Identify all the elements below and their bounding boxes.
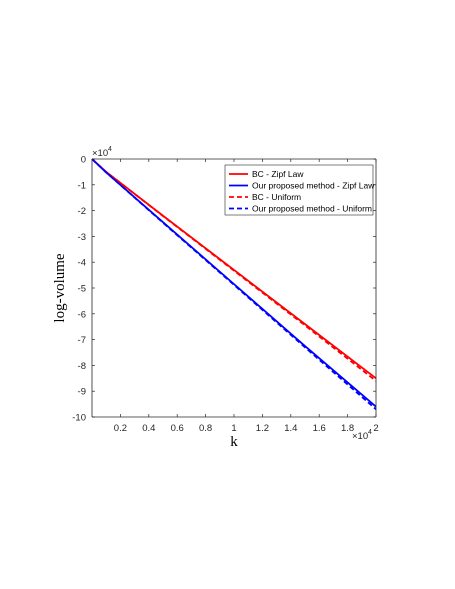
- x-exponent: ×10 4: [352, 429, 372, 442]
- x-tick-label: 0.8: [199, 423, 212, 434]
- y-tick-label: -1: [78, 180, 86, 191]
- y-ticks: 0 -1 -2 -3 -4 -5 -6 -7 -8 -9 -10: [72, 155, 376, 424]
- y-tick-label: 0: [81, 155, 86, 166]
- x-tick-label: 0.4: [142, 423, 155, 434]
- legend: BC - Zipf Law Our proposed method - Zipf …: [224, 164, 375, 216]
- series-line-4: [91, 158, 377, 410]
- y-tick-label: -5: [78, 284, 86, 295]
- y-exponent-base: ×10: [92, 148, 108, 159]
- y-tick-label: -3: [78, 232, 86, 243]
- legend-label-1: BC - Zipf Law: [252, 169, 304, 179]
- x-tick-label: 1.8: [341, 423, 354, 434]
- x-tick-label: 0.2: [114, 423, 127, 434]
- y-exponent-power: 4: [108, 146, 112, 153]
- series-layer: [91, 158, 377, 410]
- x-ticks: 0.2 0.4 0.6 0.8 1 1.2 1.4 1.6 1.8 2: [114, 159, 379, 434]
- x-exponent-base: ×10: [352, 431, 368, 442]
- y-tick-label: -2: [78, 206, 86, 217]
- legend-label-2: Our proposed method - Zipf Law: [252, 181, 375, 191]
- legend-label-3: BC - Uniform: [252, 192, 301, 202]
- y-axis-label: log-volume: [52, 253, 68, 322]
- y-tick-label: -9: [78, 387, 86, 398]
- y-tick-label: -6: [78, 309, 86, 320]
- x-tick-label: 1: [231, 423, 236, 434]
- x-tick-label: 1.2: [256, 423, 269, 434]
- y-tick-label: -8: [78, 361, 86, 372]
- x-tick-label: 0.6: [171, 423, 184, 434]
- x-axis-label: k: [230, 434, 238, 450]
- x-tick-label: 1.6: [313, 423, 326, 434]
- legend-label-4: Our proposed method - Uniform: [252, 204, 372, 214]
- x-tick-label: 1.4: [284, 423, 297, 434]
- y-exponent: ×10 4: [92, 146, 112, 159]
- x-exponent-power: 4: [368, 429, 372, 436]
- legend-entries: BC - Zipf Law Our proposed method - Zipf …: [229, 169, 375, 214]
- y-tick-label: -4: [78, 258, 86, 269]
- y-tick-label: -10: [72, 413, 86, 424]
- x-tick-label: 2: [373, 423, 378, 434]
- legend-box: [224, 164, 374, 216]
- y-tick-label: -7: [78, 335, 86, 346]
